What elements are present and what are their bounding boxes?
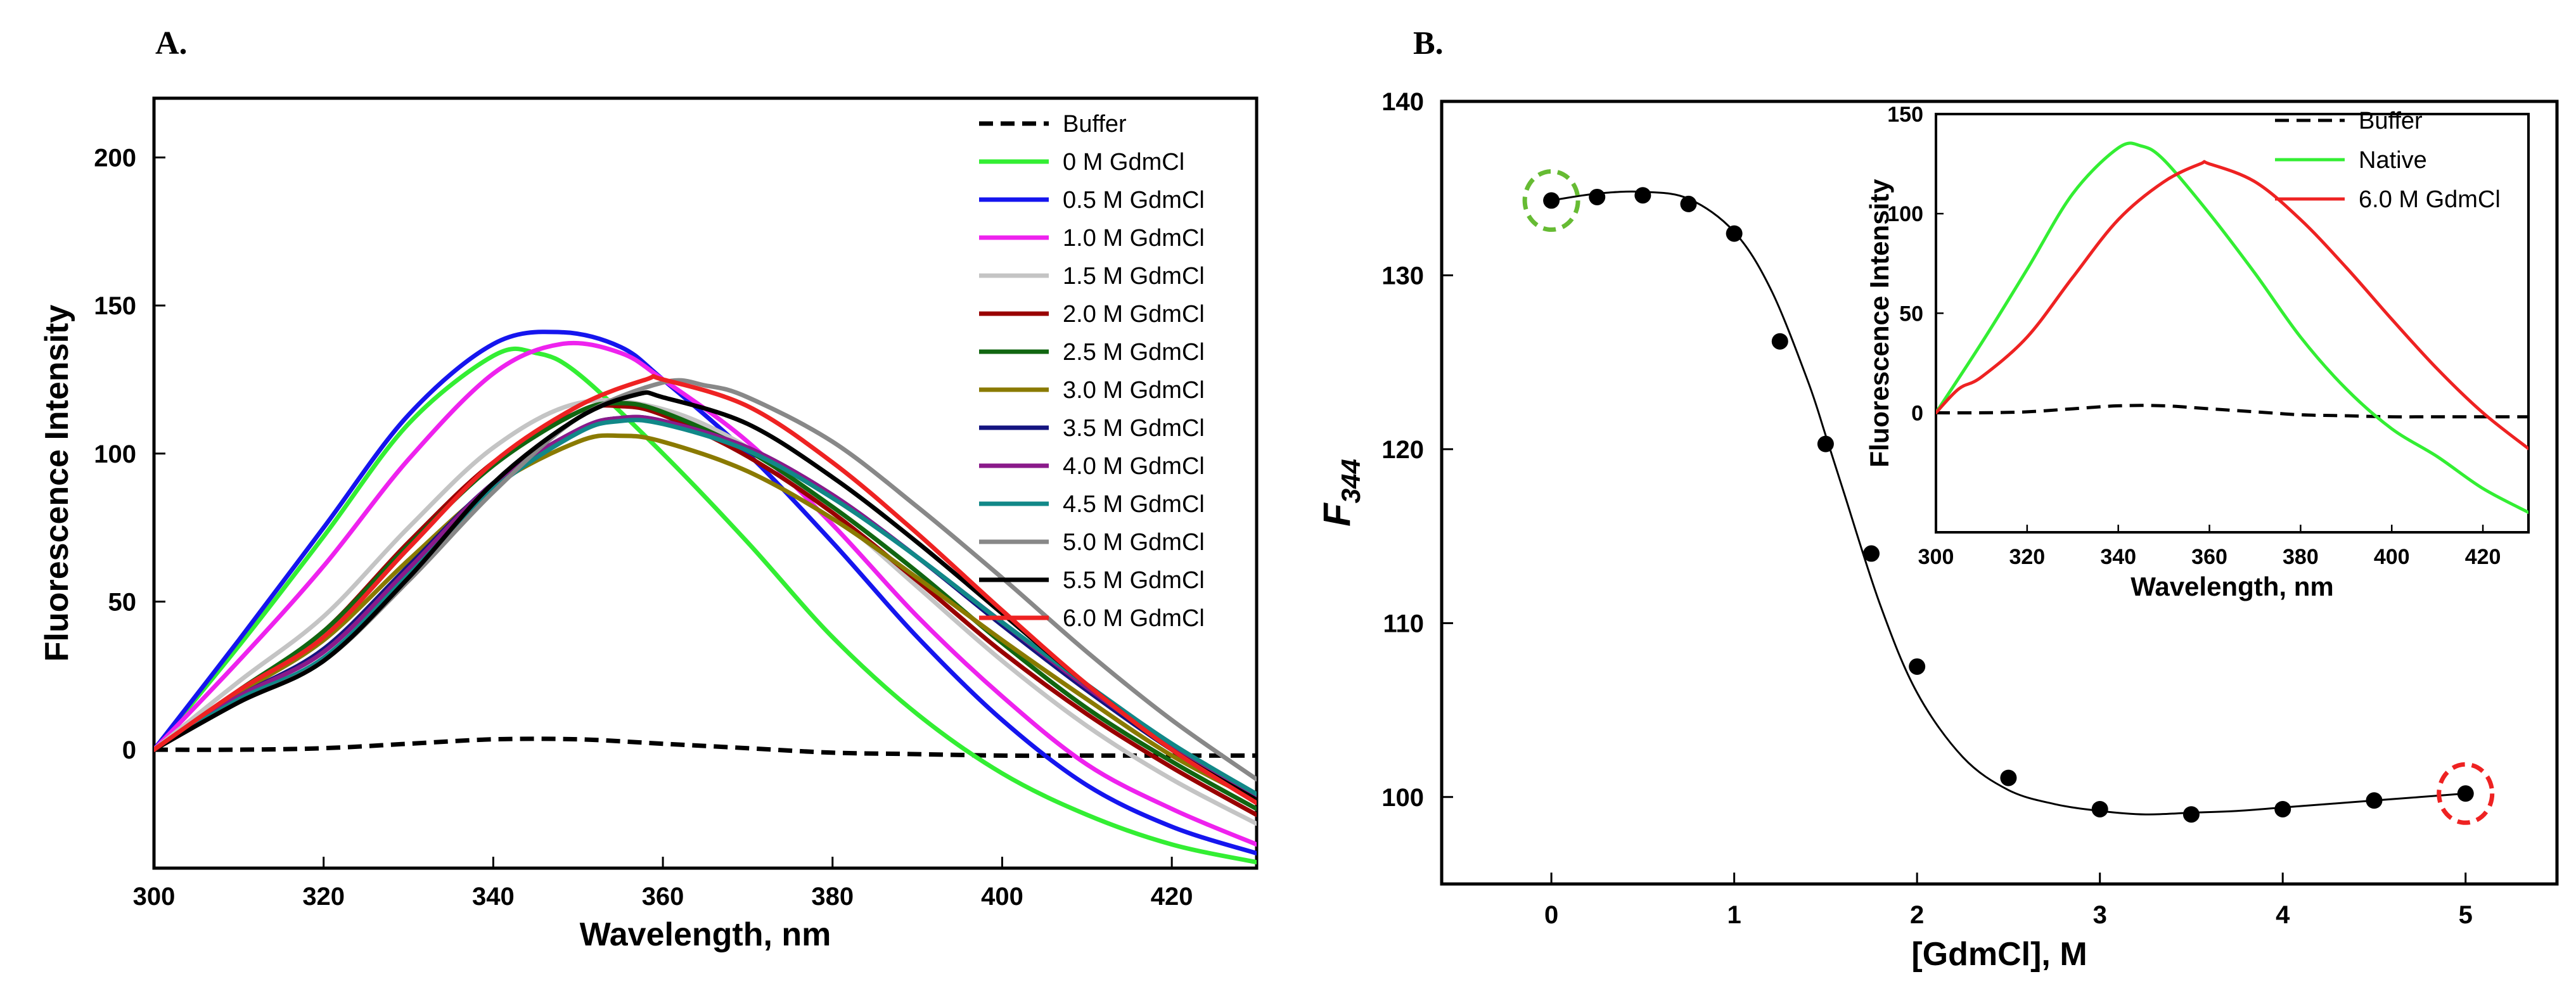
panel-b-data-point — [2091, 800, 2108, 817]
panel-a-series-line — [154, 736, 1257, 759]
panel-b-x-tick-label: 4 — [2276, 901, 2290, 929]
panel-b-label: B. — [1413, 25, 1444, 61]
panel-a-legend-label: 1.0 M GdmCl — [1063, 225, 1205, 252]
panel-a-legend-label: 4.0 M GdmCl — [1063, 453, 1205, 480]
inset-y-tick-label: 0 — [1911, 401, 1923, 425]
panel-b-y-tick-label: 120 — [1381, 436, 1424, 464]
panel-b-data-point — [1863, 545, 1880, 562]
panel-a-legend-label: 6.0 M GdmCl — [1063, 605, 1205, 632]
inset-x-tick-label: 300 — [1918, 545, 1954, 569]
inset-background — [1936, 114, 2528, 532]
panel-a-x-tick-label: 420 — [1151, 883, 1193, 911]
panel-b-data-point — [1680, 195, 1697, 212]
panel-b-y-axis-title-main: F — [1316, 503, 1358, 527]
panel-a-y-axis-title: Fluorescence Intensity — [39, 305, 75, 662]
panel-a-y-tick-label: 50 — [108, 588, 137, 616]
panel-b-data-point — [1589, 188, 1606, 205]
inset-x-tick-label: 320 — [2009, 545, 2045, 569]
inset-x-tick-label: 400 — [2374, 545, 2410, 569]
inset-x-tick-label: 340 — [2100, 545, 2136, 569]
panel-a-legend-label: 3.0 M GdmCl — [1063, 377, 1205, 404]
panel-a-x-tick-label: 320 — [302, 883, 345, 911]
panel-a-legend-label: 0.5 M GdmCl — [1063, 187, 1205, 214]
inset-legend-label: 6.0 M GdmCl — [2359, 186, 2501, 213]
inset-series-line — [1936, 141, 2528, 515]
panel-a-series-line — [154, 374, 1257, 805]
panel-a-label: A. — [155, 25, 188, 61]
panel-b-x-tick-label: 1 — [1727, 901, 1741, 929]
panel-b-data-point — [2457, 785, 2474, 802]
panel-a-y-tick-label: 150 — [94, 292, 136, 320]
panel-a-legend-label: 1.5 M GdmCl — [1063, 263, 1205, 290]
panel-a-series-line — [154, 400, 1257, 811]
panel-b-x-tick-label: 0 — [1544, 901, 1558, 929]
panel-a-legend-label: 5.0 M GdmCl — [1063, 529, 1205, 556]
inset-y-tick-label: 50 — [1899, 302, 1923, 326]
panel-a-legend-label: Buffer — [1063, 111, 1127, 138]
panel-a-x-tick-label: 360 — [642, 883, 684, 911]
panel-b-data-point — [2366, 792, 2383, 809]
inset-frame — [1935, 113, 2530, 534]
panel-a-y-tick-label: 0 — [122, 736, 136, 764]
panel-a-legend-label: 2.5 M GdmCl — [1063, 339, 1205, 366]
panel-a-x-tick-label: 400 — [981, 883, 1023, 911]
panel-a-x-tick-label: 380 — [811, 883, 854, 911]
panel-b-x-tick-label: 2 — [1910, 901, 1924, 929]
panel-b-data-point — [1909, 658, 1926, 675]
panel-a-series-line — [154, 346, 1257, 865]
panel-b-y-tick-label: 100 — [1381, 784, 1424, 812]
inset-legend-label: Native — [2359, 147, 2427, 174]
inset-y-tick-label: 100 — [1887, 202, 1923, 226]
panel-b-frame — [1440, 99, 2559, 886]
panel-a-frame — [152, 96, 1259, 870]
panel-a-series-line — [154, 398, 1257, 826]
panel-a-chart: 300 320 340 360 380 400 420 0 50 100 150 200 Wavelen… — [39, 96, 1259, 953]
panel-b-highlight-circle — [2437, 762, 2495, 825]
panel-a-legend-label: 2.0 M GdmCl — [1063, 301, 1205, 328]
panel-b-data-point — [1771, 333, 1788, 350]
panel-b-data-point — [1726, 225, 1743, 242]
panel-b-y-tick-label: 110 — [1383, 610, 1424, 637]
panel-b-data-point — [1634, 187, 1651, 204]
panel-a-series-line — [154, 340, 1257, 847]
panel-a-legend-label: 3.5 M GdmCl — [1063, 415, 1205, 442]
inset-series-line — [1936, 404, 2528, 419]
panel-b-data-point — [2000, 769, 2017, 786]
inset-y-axis-title: Fluorescence Intensity — [1864, 179, 1894, 468]
panel-a-legend-label: 4.5 M GdmCl — [1063, 491, 1205, 518]
panel-b-data-point — [1543, 192, 1560, 209]
panel-b-y-axis-title-sub: 344 — [1336, 459, 1366, 503]
panel-a-legend-label: 0 M GdmCl — [1063, 149, 1184, 176]
panel-b-data-point — [2182, 806, 2200, 823]
panel-b-chart: 0 1 2 3 4 5 100 110 120 130 140 [GdmCl], M F344 — [1316, 88, 2559, 973]
inset-x-tick-label: 380 — [2283, 545, 2319, 569]
inset-legend-label: Buffer — [2359, 108, 2423, 134]
panel-b-y-tick-label: 130 — [1381, 262, 1424, 290]
inset-x-axis-title: Wavelength, nm — [2131, 572, 2333, 601]
inset-x-tick-label: 360 — [2191, 545, 2227, 569]
panel-a-y-tick-label: 100 — [94, 440, 136, 468]
panel-b-x-tick-label: 5 — [2459, 901, 2473, 929]
inset-series-line — [1936, 160, 2528, 451]
inset-x-tick-label: 420 — [2465, 545, 2501, 569]
panel-a-x-tick-label: 340 — [472, 883, 515, 911]
panel-b-y-axis-title: F344 — [1316, 459, 1366, 527]
panel-b-data-point — [1817, 435, 1834, 452]
panel-a-series-line — [154, 433, 1257, 802]
panel-a-x-axis-title: Wavelength, nm — [580, 916, 831, 953]
panel-b-highlight-circle — [1522, 169, 1580, 232]
inset-y-tick-label: 150 — [1887, 103, 1923, 127]
panel-a-x-tick-label: 300 — [133, 883, 176, 911]
panel-a-y-tick-label: 200 — [94, 144, 136, 172]
panel-b-y-tick-label: 140 — [1381, 88, 1424, 116]
panel-b-x-axis-title: [GdmCl], M — [1911, 936, 2087, 973]
panel-b-x-tick-label: 3 — [2093, 901, 2107, 929]
panel-b-data-point — [2274, 800, 2291, 817]
inset-chart: 300 320 340 360 380 400 420 0 50 100 150 Wavelength… — [1864, 103, 2530, 601]
panel-a-legend-label: 5.5 M GdmCl — [1063, 567, 1205, 594]
